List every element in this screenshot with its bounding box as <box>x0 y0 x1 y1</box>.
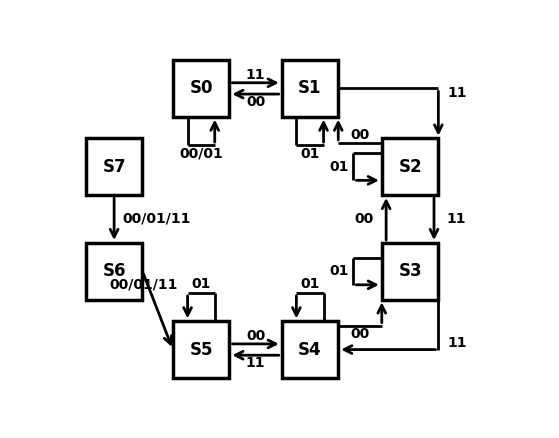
Text: 11: 11 <box>246 357 266 371</box>
Text: 11: 11 <box>448 336 467 350</box>
FancyBboxPatch shape <box>86 243 143 300</box>
FancyBboxPatch shape <box>382 243 438 300</box>
Text: 00: 00 <box>246 95 265 110</box>
Text: 00: 00 <box>350 327 369 341</box>
Text: 00/01: 00/01 <box>179 147 223 161</box>
Text: 00: 00 <box>246 328 265 343</box>
Text: S7: S7 <box>102 158 126 176</box>
Text: S0: S0 <box>190 79 213 97</box>
FancyBboxPatch shape <box>173 60 229 117</box>
FancyBboxPatch shape <box>282 60 338 117</box>
Text: 00/01/11: 00/01/11 <box>123 212 191 226</box>
Text: 00/01/11: 00/01/11 <box>110 277 178 291</box>
FancyBboxPatch shape <box>382 138 438 195</box>
Text: S6: S6 <box>102 262 126 280</box>
Text: 01: 01 <box>330 264 349 278</box>
FancyBboxPatch shape <box>173 321 229 378</box>
Text: 00: 00 <box>350 128 369 142</box>
Text: S5: S5 <box>190 341 213 359</box>
Text: 01: 01 <box>330 160 349 174</box>
FancyBboxPatch shape <box>86 138 143 195</box>
Text: S4: S4 <box>298 341 322 359</box>
Text: 11: 11 <box>246 67 266 81</box>
Text: S1: S1 <box>298 79 322 97</box>
Text: 11: 11 <box>446 212 466 226</box>
Text: 01: 01 <box>300 277 320 291</box>
Text: S2: S2 <box>398 158 422 176</box>
Text: 00: 00 <box>355 212 374 226</box>
Text: 01: 01 <box>300 147 320 161</box>
Text: 01: 01 <box>192 277 211 291</box>
FancyBboxPatch shape <box>282 321 338 378</box>
Text: 11: 11 <box>448 86 467 100</box>
Text: S3: S3 <box>398 262 422 280</box>
